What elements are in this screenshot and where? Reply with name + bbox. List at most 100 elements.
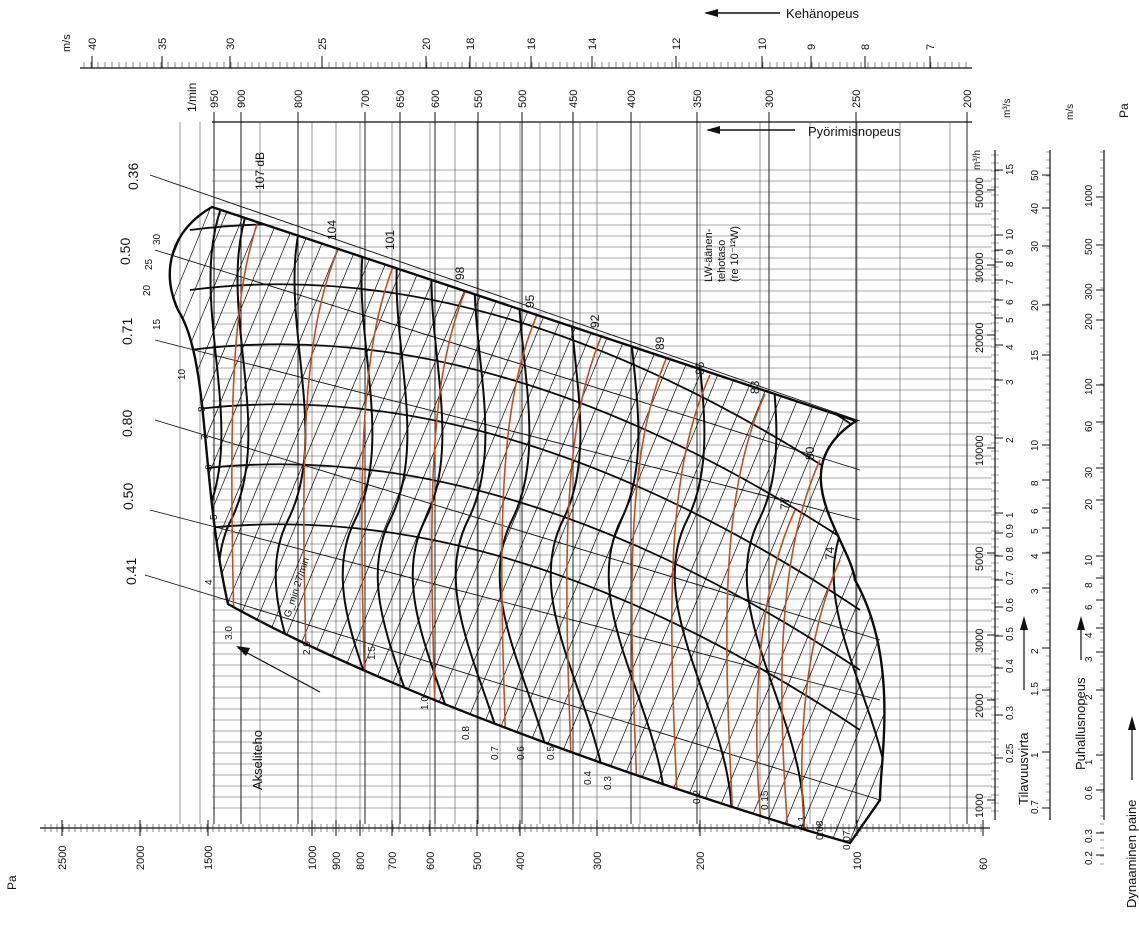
efficiency-label: 0.36 [125,163,141,190]
outlet-velocity-arrowhead [1077,616,1085,630]
velocity-tick-label: 4 [1030,553,1041,559]
sound-power-text-line: (re 10⁻¹²W) [729,226,741,282]
shaft-power-label: 0.3 [603,776,614,790]
dyn-pressure-tick-label: 6 [1084,604,1095,610]
velocity-tick-label: 0.7 [1030,800,1041,814]
dyn-pressure-tick-label: 4 [1084,632,1095,638]
volume-m3s-tick-label: 1 [1005,512,1016,518]
constant-flow-arc [189,523,861,731]
dyn-pressure-tick-label: 1000 [1084,184,1095,207]
shaft-power-label: 0.7 [490,746,501,760]
rotation-speed-tick-label: 200 [962,90,974,108]
peripheral-speed-tick-label: 10 [757,38,769,50]
sound-power-label: 95 [523,294,537,308]
dyn-pressure-tick-label: 0.6 [1084,786,1095,800]
sound-power-text-line: LW-äänen- [703,228,715,282]
shaft-power-curve [169,207,223,843]
peripheral-speed-tick-label: 8 [860,44,872,50]
rotation-speed-tick-label: 600 [430,90,442,108]
rotation-speed-tick-label: 500 [517,90,529,108]
volume-m3s-tick-label: 0.9 [1005,524,1016,538]
dyn-pressure-tick-label: 500 [1084,238,1095,255]
volume-m3s-tick-label: 8 [1005,261,1016,267]
volume-m3s-tick-label: 4 [1005,344,1016,350]
volume-m3s-tick-label: 0.3 [1005,706,1016,720]
shaft-power-label: 0.6 [516,746,527,760]
dyn-pressure-tick-label: 0.3 [1084,829,1095,843]
shaft-power-label: 0.15 [760,790,771,810]
shaft-power-label: 25 [144,258,155,270]
velocity-tick-label: 40 [1030,202,1041,214]
rotation-speed-tick-label: 450 [568,90,580,108]
shaft-power-curve [169,207,277,843]
volume-m3h-tick-label: 3000 [974,629,986,653]
sound-power-text-line: tehotaso [716,240,728,282]
efficiency-label: 0.50 [117,238,133,265]
rotation-speed-tick-label: 350 [692,90,704,108]
rotation-speed-label: Pyörimisnopeus [808,124,901,139]
volume-m3s-tick-label: 9 [1005,249,1016,255]
dyn-pressure-tick-label: 100 [1084,378,1095,395]
sound-power-label: 98 [453,266,467,280]
total-pressure-tick-label: 2000 [135,846,147,870]
outlet-velocity-label: Puhallusnopeus [1073,677,1088,770]
volume-m3s-tick-label: 0.8 [1005,547,1016,561]
rotation-speed-lines [213,122,968,824]
shaft-power-curve [169,207,295,843]
velocity-tick-label: 1 [1030,752,1041,758]
velocity-tick-label: 30 [1030,240,1041,252]
volume-m3h-tick-label: 2000 [974,694,986,718]
shaft-power-label: 10 [177,368,188,380]
rotation-speed-tick-label: 800 [293,90,305,108]
peripheral-speed-tick-label: 16 [526,38,538,50]
peripheral-speed-tick-label: 18 [465,38,477,50]
rotation-speed-tick-label: 550 [473,90,485,108]
rotation-speed-tick-label: 900 [236,90,248,108]
rotation-speed-tick-label: 400 [626,90,638,108]
volume-m3h-tick-label: 50000 [974,177,986,208]
efficiency-label: 0.50 [120,483,136,510]
sound-power-label: 77 [778,496,792,510]
chart-axes: 2500 2000 1500 1000 900 800 700 600 500 400 300 200… [40,38,1105,870]
volume-m3s-tick-label: 0.5 [1005,627,1016,641]
total-pressure-tick-label: 600 [425,852,437,870]
rotation-speed-title: Pyörimisnopeus [706,124,901,139]
total-pressure-tick-label: 60 [978,858,990,870]
sound-power-curve [726,393,766,843]
peripheral-speed-tick-label: 40 [87,38,99,50]
velocity-tick-label: 1.5 [1030,682,1041,696]
volume-m3s-tick-label: 5 [1005,317,1016,323]
shaft-power-curve [751,207,885,843]
total-pressure-tick-label: 1500 [203,846,215,870]
shaft-power-curve [661,207,885,843]
total-pressure-tick-label: 400 [515,852,527,870]
volume-m3s-tick-label: 0.25 [1005,743,1016,763]
shaft-power-curve [679,207,885,843]
shaft-power-arrow [237,647,321,693]
shaft-power-label: 0.1 [797,816,808,830]
total-pressure-tick-label: 2500 [57,846,69,870]
dyn-pressure-tick-label: 30 [1084,466,1095,478]
shaft-power-label: 0.08 [815,820,826,840]
volume-flow-label: Tilavuusvirta [1016,732,1031,805]
dyn-pressure-unit: Pa [1117,103,1131,118]
shaft-power-curve [169,207,403,843]
volume-m3s-tick-label: 0.7 [1005,571,1016,585]
shaft-power-label: 15 [152,318,163,330]
dyn-pressure-tick-label: 200 [1084,313,1095,330]
shaft-power-label: 3.0 [224,626,235,640]
total-pressure-unit: Pa [5,875,19,890]
sound-power-text: LW-äänen-tehotaso(re 10⁻¹²W) [703,226,741,282]
volume-m3h-tick-label: 30000 [974,252,986,283]
peripheral-speed-tick-label: 14 [587,38,599,50]
velocity-tick-label: 3 [1030,588,1041,594]
shaft-power-label: 30 [152,233,163,245]
dyn-pressure-tick-label: 60 [1084,420,1095,432]
volume-m3h-tick-label: 5000 [974,547,986,571]
dyn-pressure-tick-label: 1 [1084,759,1095,765]
shaft-power-curve [823,207,885,843]
sound-power-label: 104 [325,220,339,240]
velocity-tick-label: 50 [1030,169,1041,181]
shaft-power-label: 1.5 [367,646,378,660]
total-pressure-tick-label: 300 [592,852,604,870]
